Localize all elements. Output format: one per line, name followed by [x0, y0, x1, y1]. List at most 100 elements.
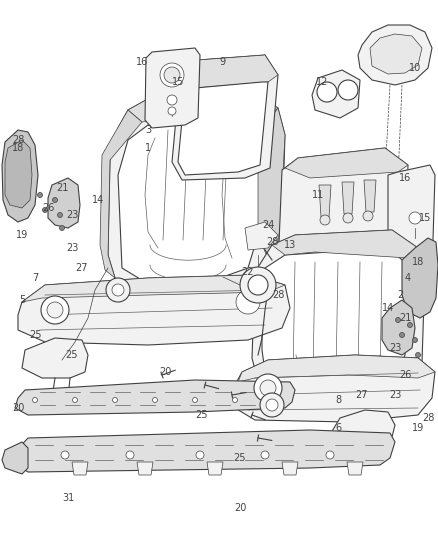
Text: 20: 20	[159, 367, 171, 377]
Circle shape	[248, 275, 268, 295]
Polygon shape	[312, 70, 360, 118]
Polygon shape	[262, 248, 408, 388]
Polygon shape	[402, 238, 438, 318]
Circle shape	[60, 225, 64, 230]
Circle shape	[343, 213, 353, 223]
Polygon shape	[5, 140, 32, 208]
Circle shape	[168, 107, 176, 115]
Circle shape	[41, 296, 69, 324]
Polygon shape	[145, 48, 200, 128]
Circle shape	[416, 352, 420, 358]
Polygon shape	[172, 55, 278, 180]
Circle shape	[53, 198, 57, 203]
Text: 11: 11	[312, 190, 324, 200]
Polygon shape	[282, 462, 298, 475]
Circle shape	[106, 278, 130, 302]
Polygon shape	[128, 88, 278, 122]
Polygon shape	[15, 380, 295, 415]
Polygon shape	[108, 88, 285, 290]
Circle shape	[254, 374, 282, 402]
Circle shape	[260, 380, 276, 396]
Circle shape	[396, 318, 400, 322]
Text: 23: 23	[389, 390, 401, 400]
Circle shape	[73, 398, 78, 402]
Polygon shape	[319, 185, 331, 217]
Text: 15: 15	[419, 213, 431, 223]
Circle shape	[152, 398, 158, 402]
Text: 28: 28	[266, 237, 278, 247]
Polygon shape	[178, 82, 268, 175]
Text: 14: 14	[382, 303, 394, 313]
Polygon shape	[285, 148, 408, 178]
Circle shape	[236, 290, 260, 314]
Polygon shape	[235, 355, 435, 422]
Polygon shape	[100, 110, 142, 278]
Text: 20: 20	[234, 503, 246, 513]
Circle shape	[338, 80, 358, 100]
Polygon shape	[137, 462, 153, 475]
Polygon shape	[22, 338, 88, 378]
Circle shape	[57, 213, 63, 217]
Text: 26: 26	[42, 203, 54, 213]
Circle shape	[61, 451, 69, 459]
Circle shape	[42, 207, 47, 213]
Text: 6: 6	[335, 423, 341, 433]
Text: 25: 25	[29, 330, 41, 340]
Text: 2: 2	[397, 290, 403, 300]
Circle shape	[261, 451, 269, 459]
Polygon shape	[358, 25, 432, 85]
Text: 27: 27	[76, 263, 88, 273]
Text: 22: 22	[242, 267, 254, 277]
Circle shape	[38, 192, 42, 198]
Text: 27: 27	[356, 390, 368, 400]
Circle shape	[47, 302, 63, 318]
Text: 26: 26	[399, 370, 411, 380]
Text: 1: 1	[145, 143, 151, 153]
Circle shape	[266, 399, 278, 411]
Text: 3: 3	[145, 125, 151, 135]
Text: 10: 10	[409, 63, 421, 73]
Polygon shape	[347, 462, 363, 475]
Text: 4: 4	[405, 273, 411, 283]
Polygon shape	[258, 108, 285, 268]
Text: 16: 16	[136, 57, 148, 67]
Circle shape	[260, 393, 284, 417]
Text: 19: 19	[16, 230, 28, 240]
Polygon shape	[245, 222, 278, 250]
Text: 28: 28	[12, 135, 24, 145]
Circle shape	[164, 67, 180, 83]
Circle shape	[240, 267, 276, 303]
Circle shape	[317, 82, 337, 102]
Polygon shape	[22, 275, 285, 302]
Circle shape	[409, 212, 421, 224]
Polygon shape	[118, 118, 262, 282]
Circle shape	[32, 398, 38, 402]
Polygon shape	[342, 182, 354, 214]
Text: 8: 8	[335, 395, 341, 405]
Text: 23: 23	[66, 243, 78, 253]
Text: 23: 23	[66, 210, 78, 220]
Polygon shape	[382, 300, 415, 355]
Ellipse shape	[405, 192, 425, 204]
Text: 16: 16	[399, 173, 411, 183]
Circle shape	[196, 451, 204, 459]
Polygon shape	[272, 230, 418, 258]
Circle shape	[272, 398, 278, 402]
Circle shape	[320, 215, 330, 225]
Text: 19: 19	[412, 423, 424, 433]
Text: 14: 14	[92, 195, 104, 205]
Text: 21: 21	[399, 313, 411, 323]
Text: 18: 18	[12, 143, 24, 153]
Polygon shape	[2, 130, 38, 222]
Text: 20: 20	[12, 403, 24, 413]
Text: 18: 18	[412, 257, 424, 267]
Polygon shape	[388, 165, 435, 282]
Polygon shape	[207, 462, 223, 475]
Circle shape	[160, 63, 184, 87]
Text: 28: 28	[272, 290, 284, 300]
Polygon shape	[364, 180, 376, 212]
Circle shape	[192, 398, 198, 402]
Circle shape	[326, 451, 334, 459]
Polygon shape	[18, 275, 290, 345]
Text: 21: 21	[56, 183, 68, 193]
